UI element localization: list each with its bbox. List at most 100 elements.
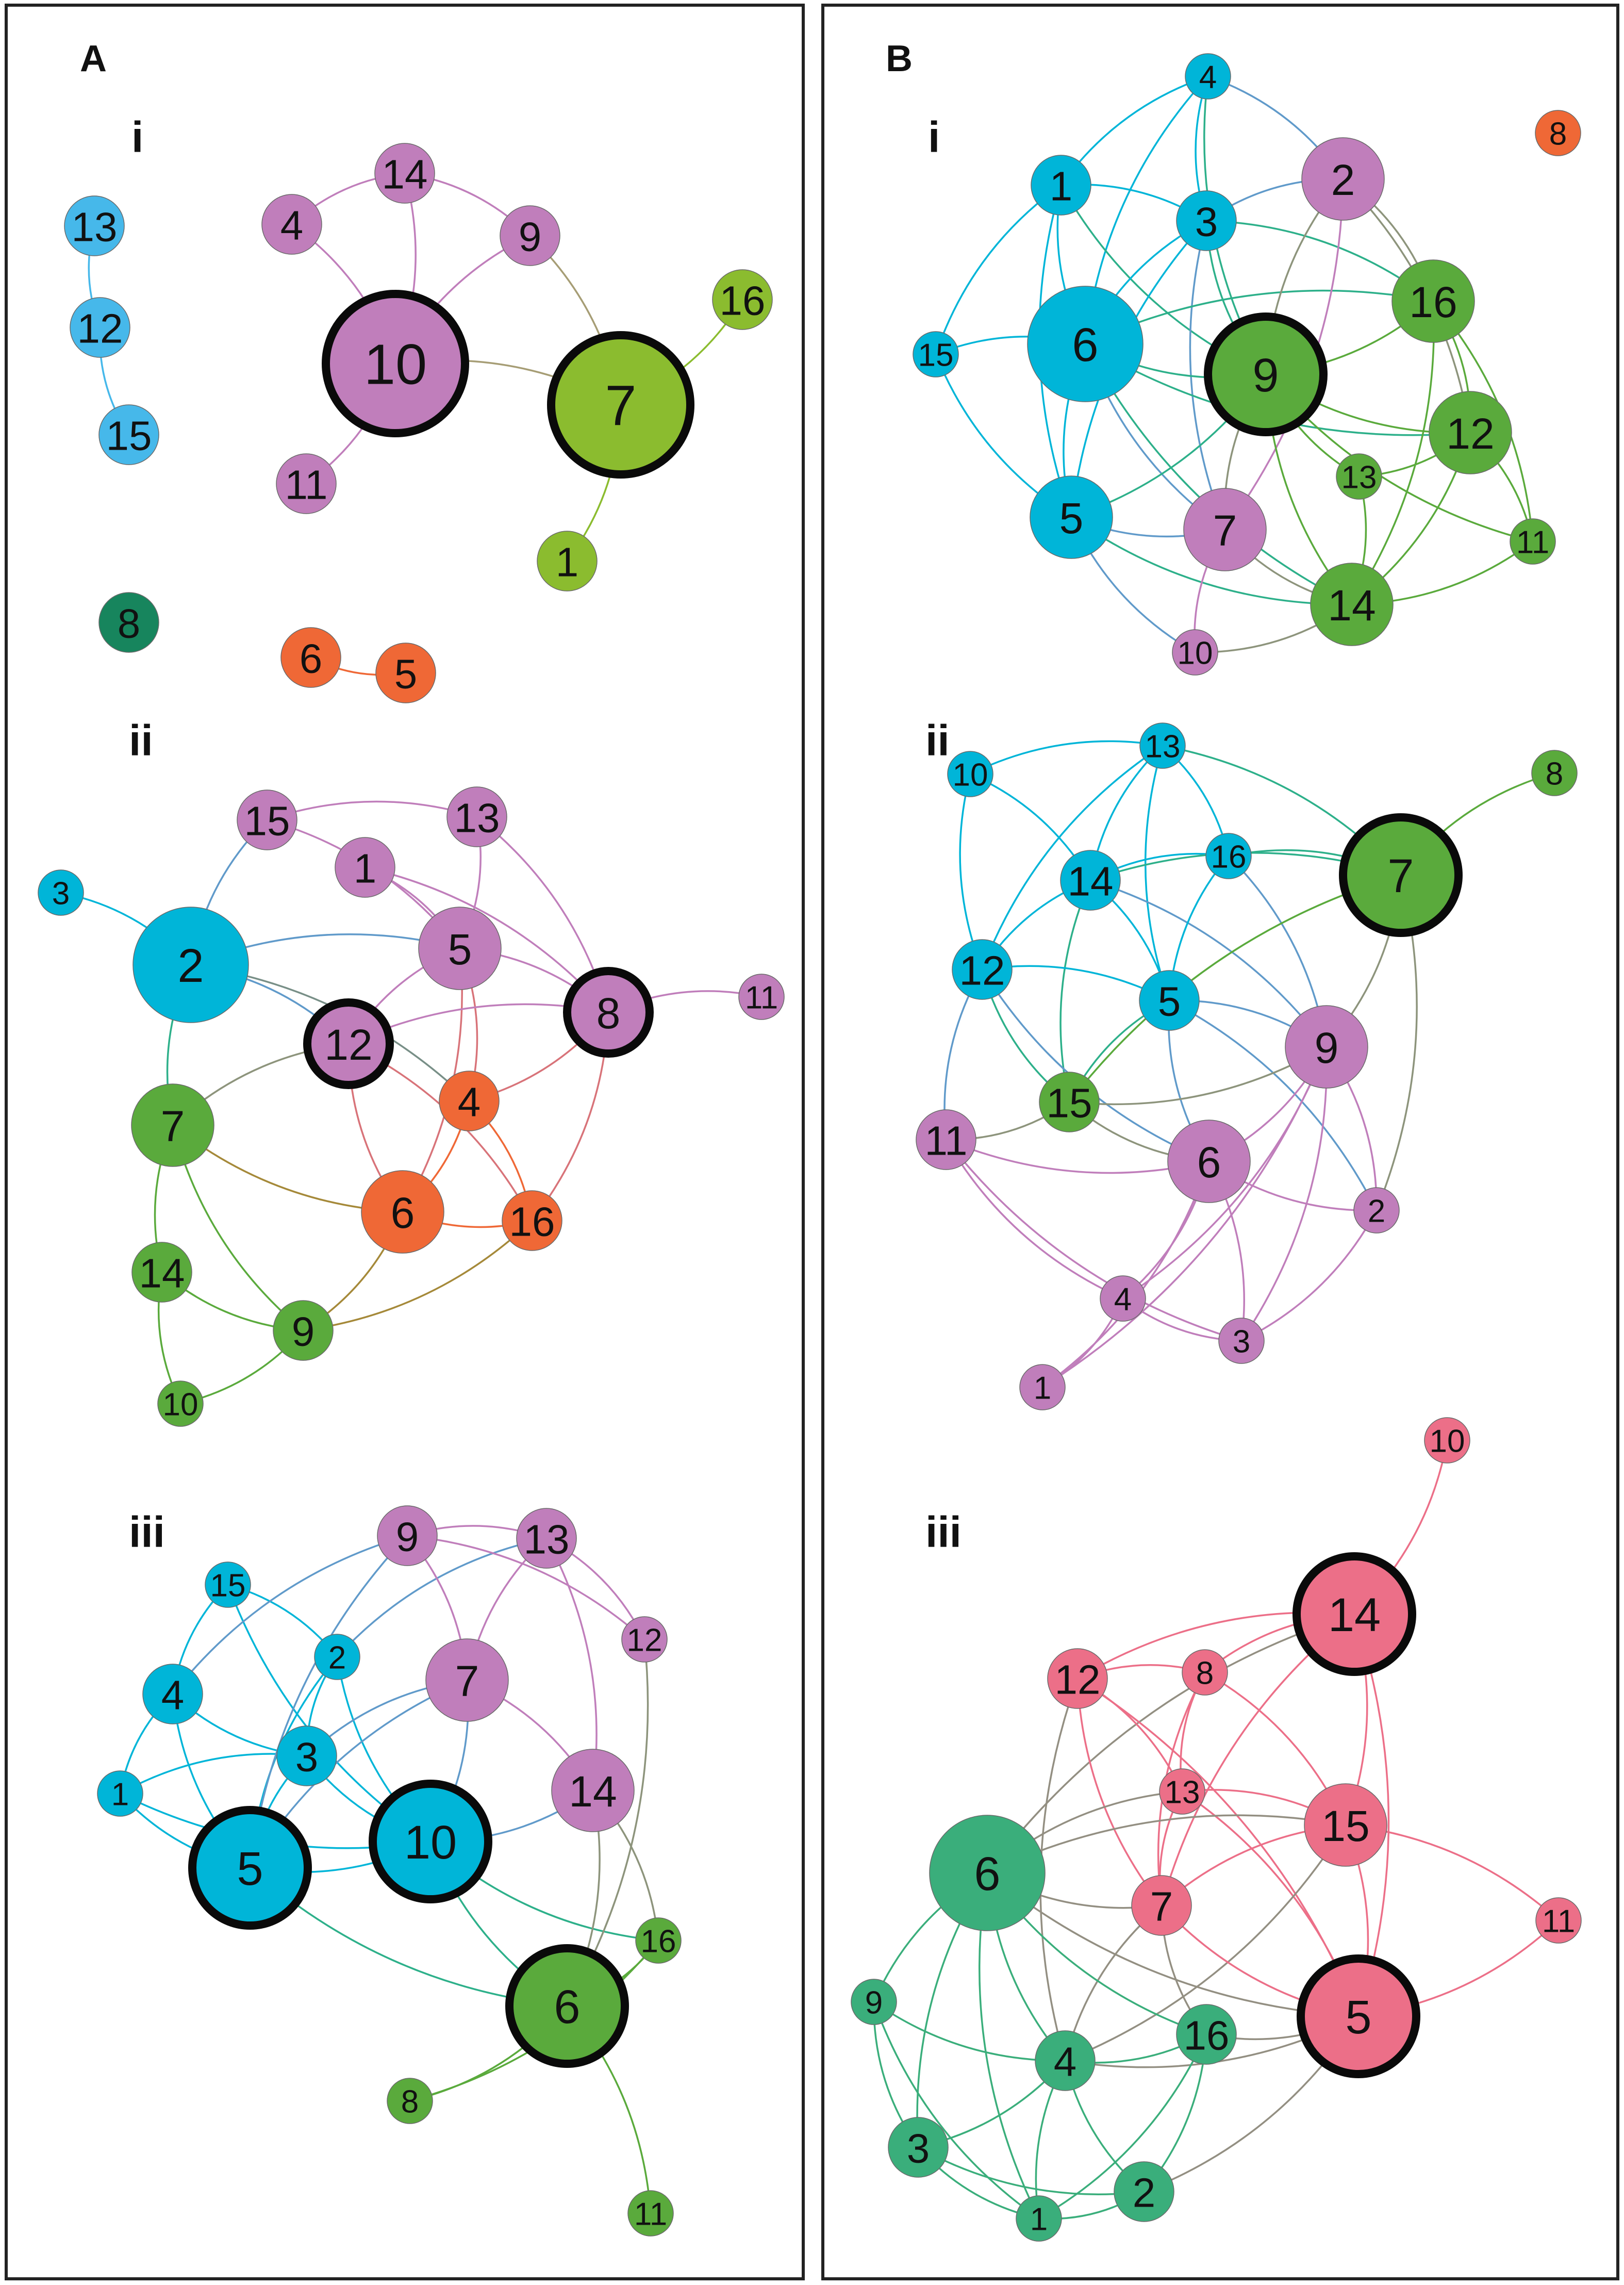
edge-13-5 [1145, 745, 1170, 1001]
panel-a-sub-iii-label: iii [129, 1508, 165, 1556]
node-11 [1510, 518, 1556, 565]
node-label: 1 [556, 539, 579, 585]
edge-14-6 [986, 1613, 1355, 1874]
node-label: 10 [1178, 636, 1213, 671]
node-label: 8 [1546, 757, 1563, 792]
node-label: 15 [210, 1568, 246, 1604]
node-label: 1 [111, 1777, 129, 1813]
edge-16-1 [1038, 2034, 1207, 2220]
node-group: 10 14 12 8 13 15 7 11 5 6 9 4 16 3 2 1 [851, 1417, 1582, 2242]
node-1 [1031, 155, 1091, 216]
node-label: 16 [641, 1924, 676, 1960]
node-15 [1304, 1783, 1387, 1867]
node-label: 7 [1150, 1884, 1173, 1930]
hub-node-10 [369, 1780, 492, 1903]
node-label: 13 [1165, 1775, 1200, 1811]
node-13 [1336, 453, 1382, 500]
node-label: 15 [106, 413, 152, 459]
node-9 [273, 1300, 334, 1361]
node-8 [1535, 110, 1581, 156]
panel-b-letter: B [886, 38, 913, 79]
node-13 [1159, 1768, 1205, 1815]
node-1 [335, 837, 395, 898]
node-label: 1 [354, 846, 377, 892]
node-15 [913, 331, 959, 377]
node-label: 4 [1199, 60, 1217, 95]
node-9 [500, 205, 560, 266]
node-label: 4 [1054, 2039, 1077, 2085]
node-label: 5 [394, 651, 418, 697]
node-label: 4 [458, 1079, 481, 1125]
panel-frames [5, 4, 1619, 2280]
edge-14-9 [1090, 879, 1328, 1048]
panel-b-sub-iii-label: iii [925, 1508, 962, 1556]
node-label: 10 [404, 1816, 457, 1869]
node-label: 16 [1409, 278, 1457, 326]
node-label: 12 [77, 306, 123, 352]
edge-3-2 [1241, 1210, 1378, 1342]
node-label: 3 [52, 876, 70, 912]
node-label: 13 [524, 1517, 570, 1563]
node-4 [261, 194, 322, 255]
node-label: 12 [1055, 1657, 1101, 1703]
node-label: 7 [161, 1102, 185, 1150]
node-3 [1218, 1318, 1265, 1364]
node-label: 4 [161, 1672, 185, 1718]
node-label: 14 [1328, 581, 1376, 630]
node-label: 6 [391, 1189, 415, 1237]
node-label: 7 [455, 1657, 479, 1705]
node-label: 12 [1446, 409, 1494, 458]
node-group: 13 12 15 4 14 9 10 11 7 16 1 8 6 5 [64, 143, 773, 703]
panel-b-sub-ii-label: ii [925, 716, 950, 765]
node-label: 9 [396, 1514, 419, 1560]
node-11 [1535, 1897, 1582, 1944]
node-9 [851, 1979, 897, 2025]
edge-16-9 [303, 1220, 533, 1331]
node-16 [502, 1190, 562, 1251]
node-13 [446, 786, 507, 847]
node-5 [1030, 475, 1113, 559]
edge-12-7 [1076, 1678, 1163, 1906]
node-1 [1019, 1364, 1066, 1410]
node-14 [1060, 850, 1121, 911]
hub-node-12 [303, 998, 394, 1089]
node-14 [374, 143, 435, 204]
node-label: 5 [1059, 494, 1084, 543]
node-16 [712, 269, 773, 330]
edge-9-1 [873, 2001, 1040, 2220]
node-label: 11 [1542, 1904, 1575, 1939]
node-2 [132, 907, 249, 1023]
node-16 [1176, 2004, 1237, 2065]
node-label: 16 [720, 278, 766, 324]
node-label: 7 [1387, 850, 1414, 902]
node-label: 2 [1331, 156, 1355, 204]
node-label: 14 [1068, 859, 1114, 905]
node-label: 11 [285, 462, 327, 508]
node-label: 8 [118, 601, 141, 647]
node-4 [1035, 2030, 1096, 2091]
node-label: 3 [1233, 1324, 1250, 1360]
node-1 [537, 531, 598, 591]
node-12 [1047, 1648, 1108, 1709]
node-label: 2 [1133, 2170, 1156, 2216]
node-14 [131, 1242, 192, 1303]
panel-b-frame [821, 4, 1619, 2280]
node-14 [1310, 563, 1394, 646]
node-15 [98, 404, 159, 465]
node-7 [425, 1638, 509, 1722]
node-12 [1429, 391, 1512, 474]
node-label: 14 [1328, 1589, 1381, 1641]
node-13 [1139, 722, 1186, 769]
edge-4-9 [172, 1535, 408, 1695]
node-label: 10 [1430, 1424, 1465, 1459]
hub-node-5 [1297, 1954, 1420, 2078]
node-label: 6 [554, 1981, 580, 2033]
node-label: 13 [1145, 729, 1181, 765]
node-9 [1285, 1005, 1368, 1089]
node-label: 2 [1368, 1194, 1385, 1229]
node-label: 12 [324, 1021, 372, 1069]
node-8 [1182, 1649, 1228, 1696]
node-15 [205, 1561, 251, 1608]
node-15 [1039, 1072, 1100, 1132]
node-label: 3 [1195, 199, 1218, 245]
